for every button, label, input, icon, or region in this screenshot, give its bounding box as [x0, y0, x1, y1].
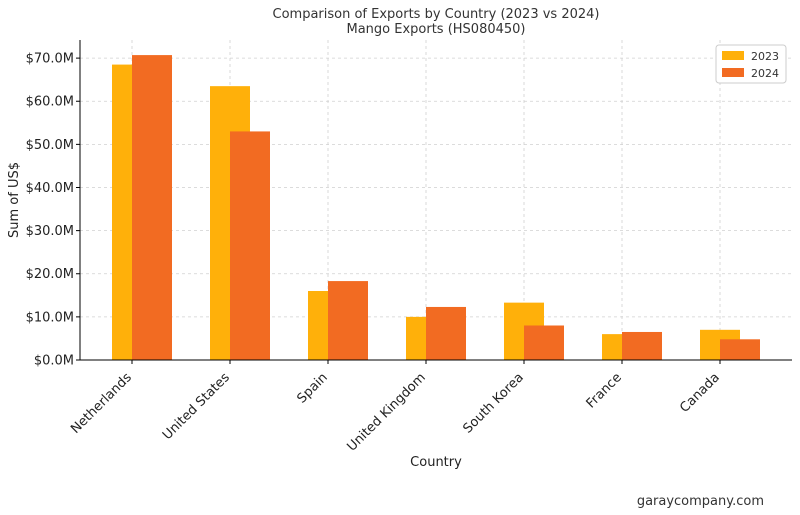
bar-2024-canada [720, 339, 760, 360]
bar-2024-france [622, 331, 662, 360]
bar-2024-spain [328, 281, 368, 360]
bar-2024-united-kingdom [426, 306, 466, 360]
y-tick-label: $60.0M [26, 95, 74, 110]
y-axis-label: Sum of US$ [7, 162, 22, 238]
legend-label-2024: 2024 [751, 67, 779, 80]
watermark: garaycompany.com [637, 494, 764, 509]
y-tick-label: $0.0M [34, 354, 74, 369]
bars [112, 55, 760, 361]
y-tick-label: $70.0M [26, 52, 74, 67]
legend-label-2023: 2023 [751, 50, 779, 63]
x-tick-label: Spain [295, 370, 331, 406]
y-tick-label: $10.0M [26, 310, 74, 325]
x-tick-label: Netherlands [68, 370, 135, 437]
y-ticks: $0.0M $10.0M $20.0M $30.0M $40.0M $50.0M $60.0… [26, 52, 80, 369]
x-axis-label: Country [410, 455, 462, 470]
x-tick-label: South Korea [461, 370, 527, 436]
bar-2024-netherlands [132, 55, 172, 361]
x-tick-label: France [584, 370, 625, 411]
x-tick-label: Canada [677, 370, 723, 416]
x-tick-label: United States [160, 370, 233, 443]
y-tick-label: $30.0M [26, 224, 74, 239]
chart-subtitle: Mango Exports (HS080450) [346, 22, 525, 37]
y-tick-label: $20.0M [26, 267, 74, 282]
legend-swatch-2024 [722, 68, 744, 77]
x-tick-label: United Kingdom [344, 370, 428, 454]
bar-2024-south-korea [524, 325, 564, 360]
x-ticks: Netherlands United States Spain United King… [68, 360, 723, 455]
y-tick-label: $50.0M [26, 138, 74, 153]
y-tick-label: $40.0M [26, 181, 74, 196]
chart-title: Comparison of Exports by Country (2023 v… [273, 7, 600, 22]
legend: 2023 2024 [715, 44, 787, 84]
bar-2024-united-states [230, 131, 270, 360]
legend-swatch-2023 [722, 51, 744, 60]
